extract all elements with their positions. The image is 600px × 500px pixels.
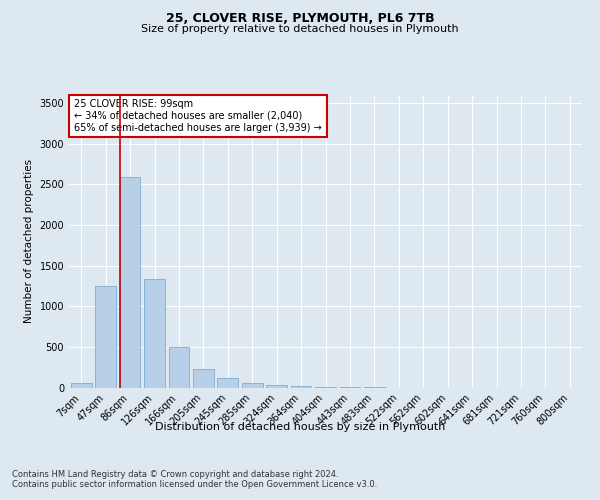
Bar <box>290 386 311 388</box>
Text: 25 CLOVER RISE: 99sqm
← 34% of detached houses are smaller (2,040)
65% of semi-d: 25 CLOVER RISE: 99sqm ← 34% of detached … <box>74 100 322 132</box>
Bar <box>95 286 116 388</box>
Bar <box>315 386 336 388</box>
Text: Contains HM Land Registry data © Crown copyright and database right 2024.: Contains HM Land Registry data © Crown c… <box>12 470 338 479</box>
Bar <box>119 177 140 388</box>
Text: Size of property relative to detached houses in Plymouth: Size of property relative to detached ho… <box>141 24 459 34</box>
Bar <box>266 385 287 388</box>
Text: Contains public sector information licensed under the Open Government Licence v3: Contains public sector information licen… <box>12 480 377 489</box>
Bar <box>193 369 214 388</box>
Y-axis label: Number of detached properties: Number of detached properties <box>24 159 34 324</box>
Text: Distribution of detached houses by size in Plymouth: Distribution of detached houses by size … <box>155 422 445 432</box>
Bar <box>71 383 92 388</box>
Bar <box>144 278 165 388</box>
Bar <box>169 348 190 388</box>
Text: 25, CLOVER RISE, PLYMOUTH, PL6 7TB: 25, CLOVER RISE, PLYMOUTH, PL6 7TB <box>166 12 434 26</box>
Bar <box>242 383 263 388</box>
Bar <box>217 378 238 388</box>
